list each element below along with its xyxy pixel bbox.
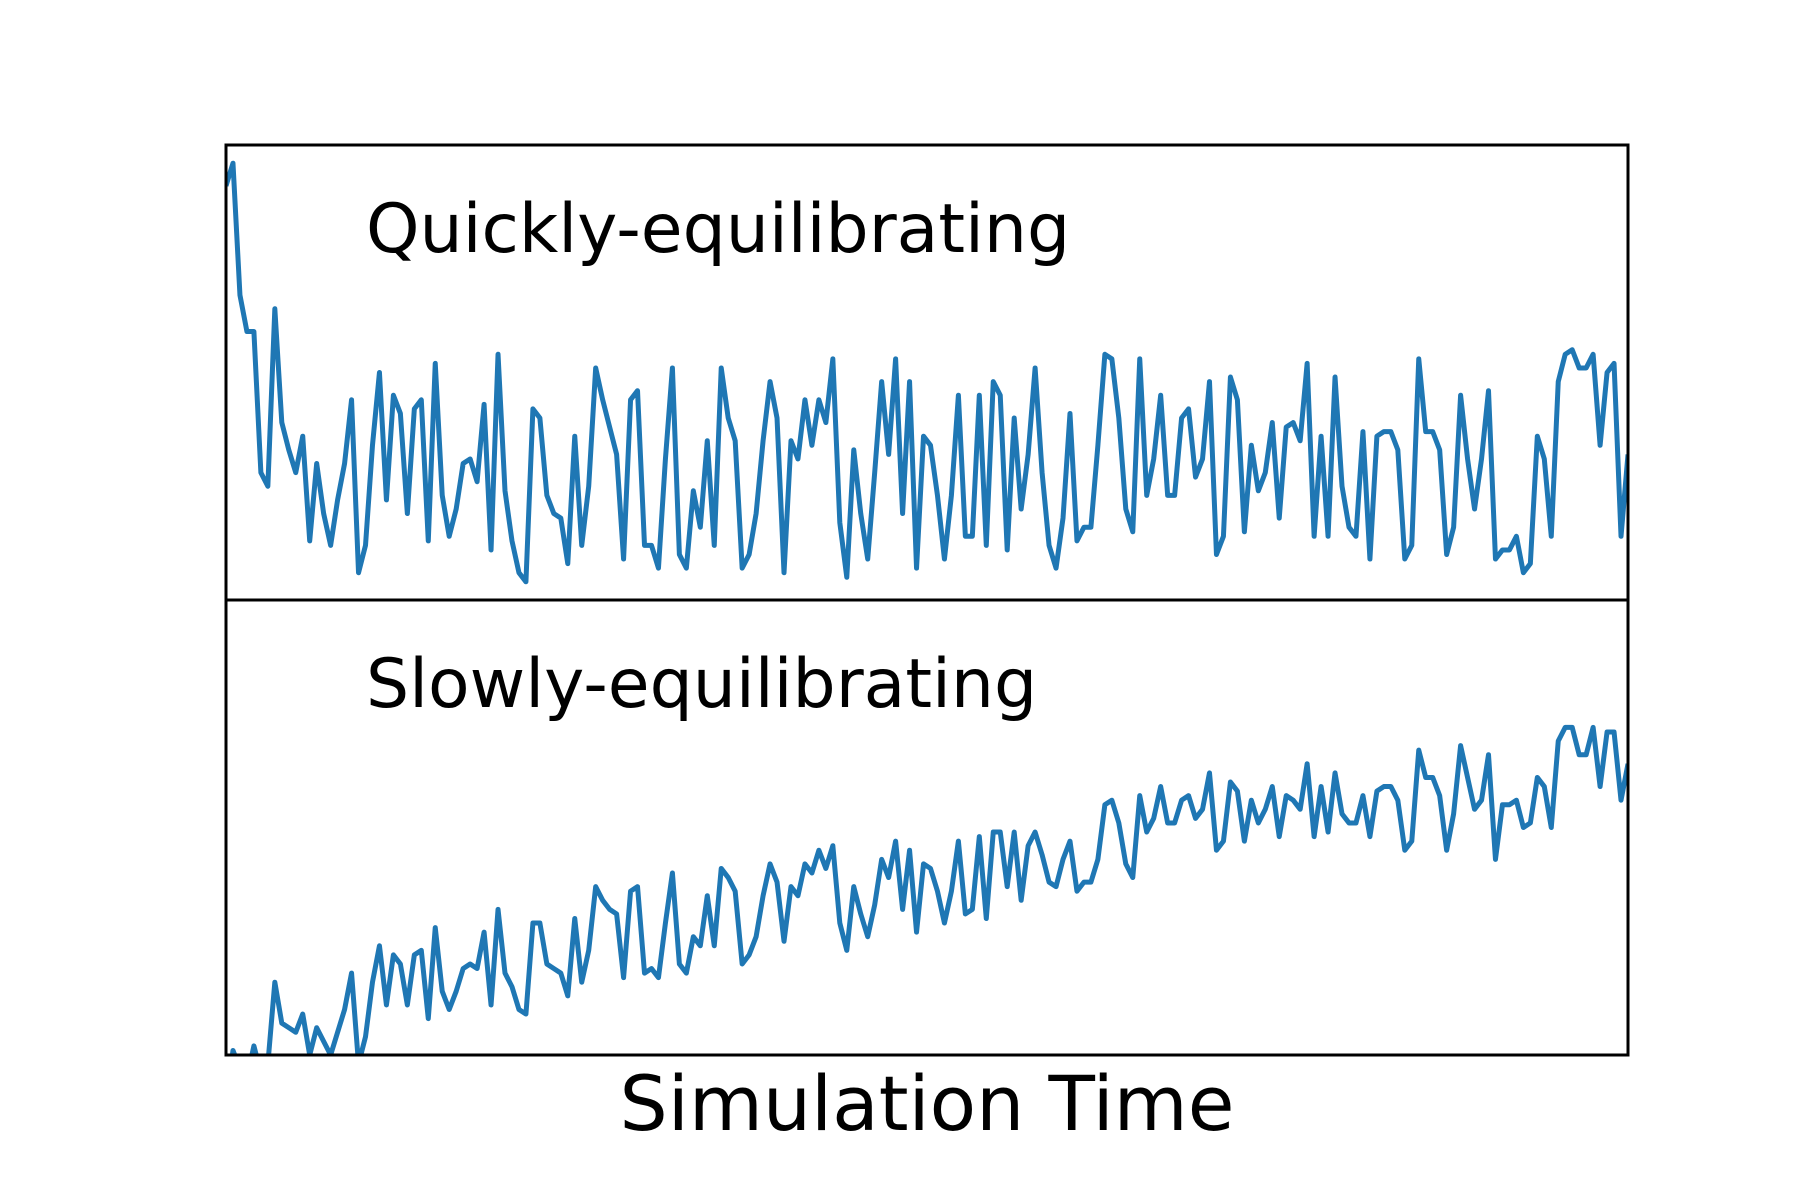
panel-label-quick: Quickly-equilibrating xyxy=(366,190,1070,269)
x-axis-label: Simulation Time xyxy=(620,1059,1235,1148)
bottom-panel-frame xyxy=(224,598,1630,1057)
series-line xyxy=(226,160,1628,585)
bottom-panel: Slowly-equilibrating xyxy=(224,598,1630,1057)
panel-label-slow: Slowly-equilibrating xyxy=(366,645,1037,724)
series-line xyxy=(229,724,1628,1055)
